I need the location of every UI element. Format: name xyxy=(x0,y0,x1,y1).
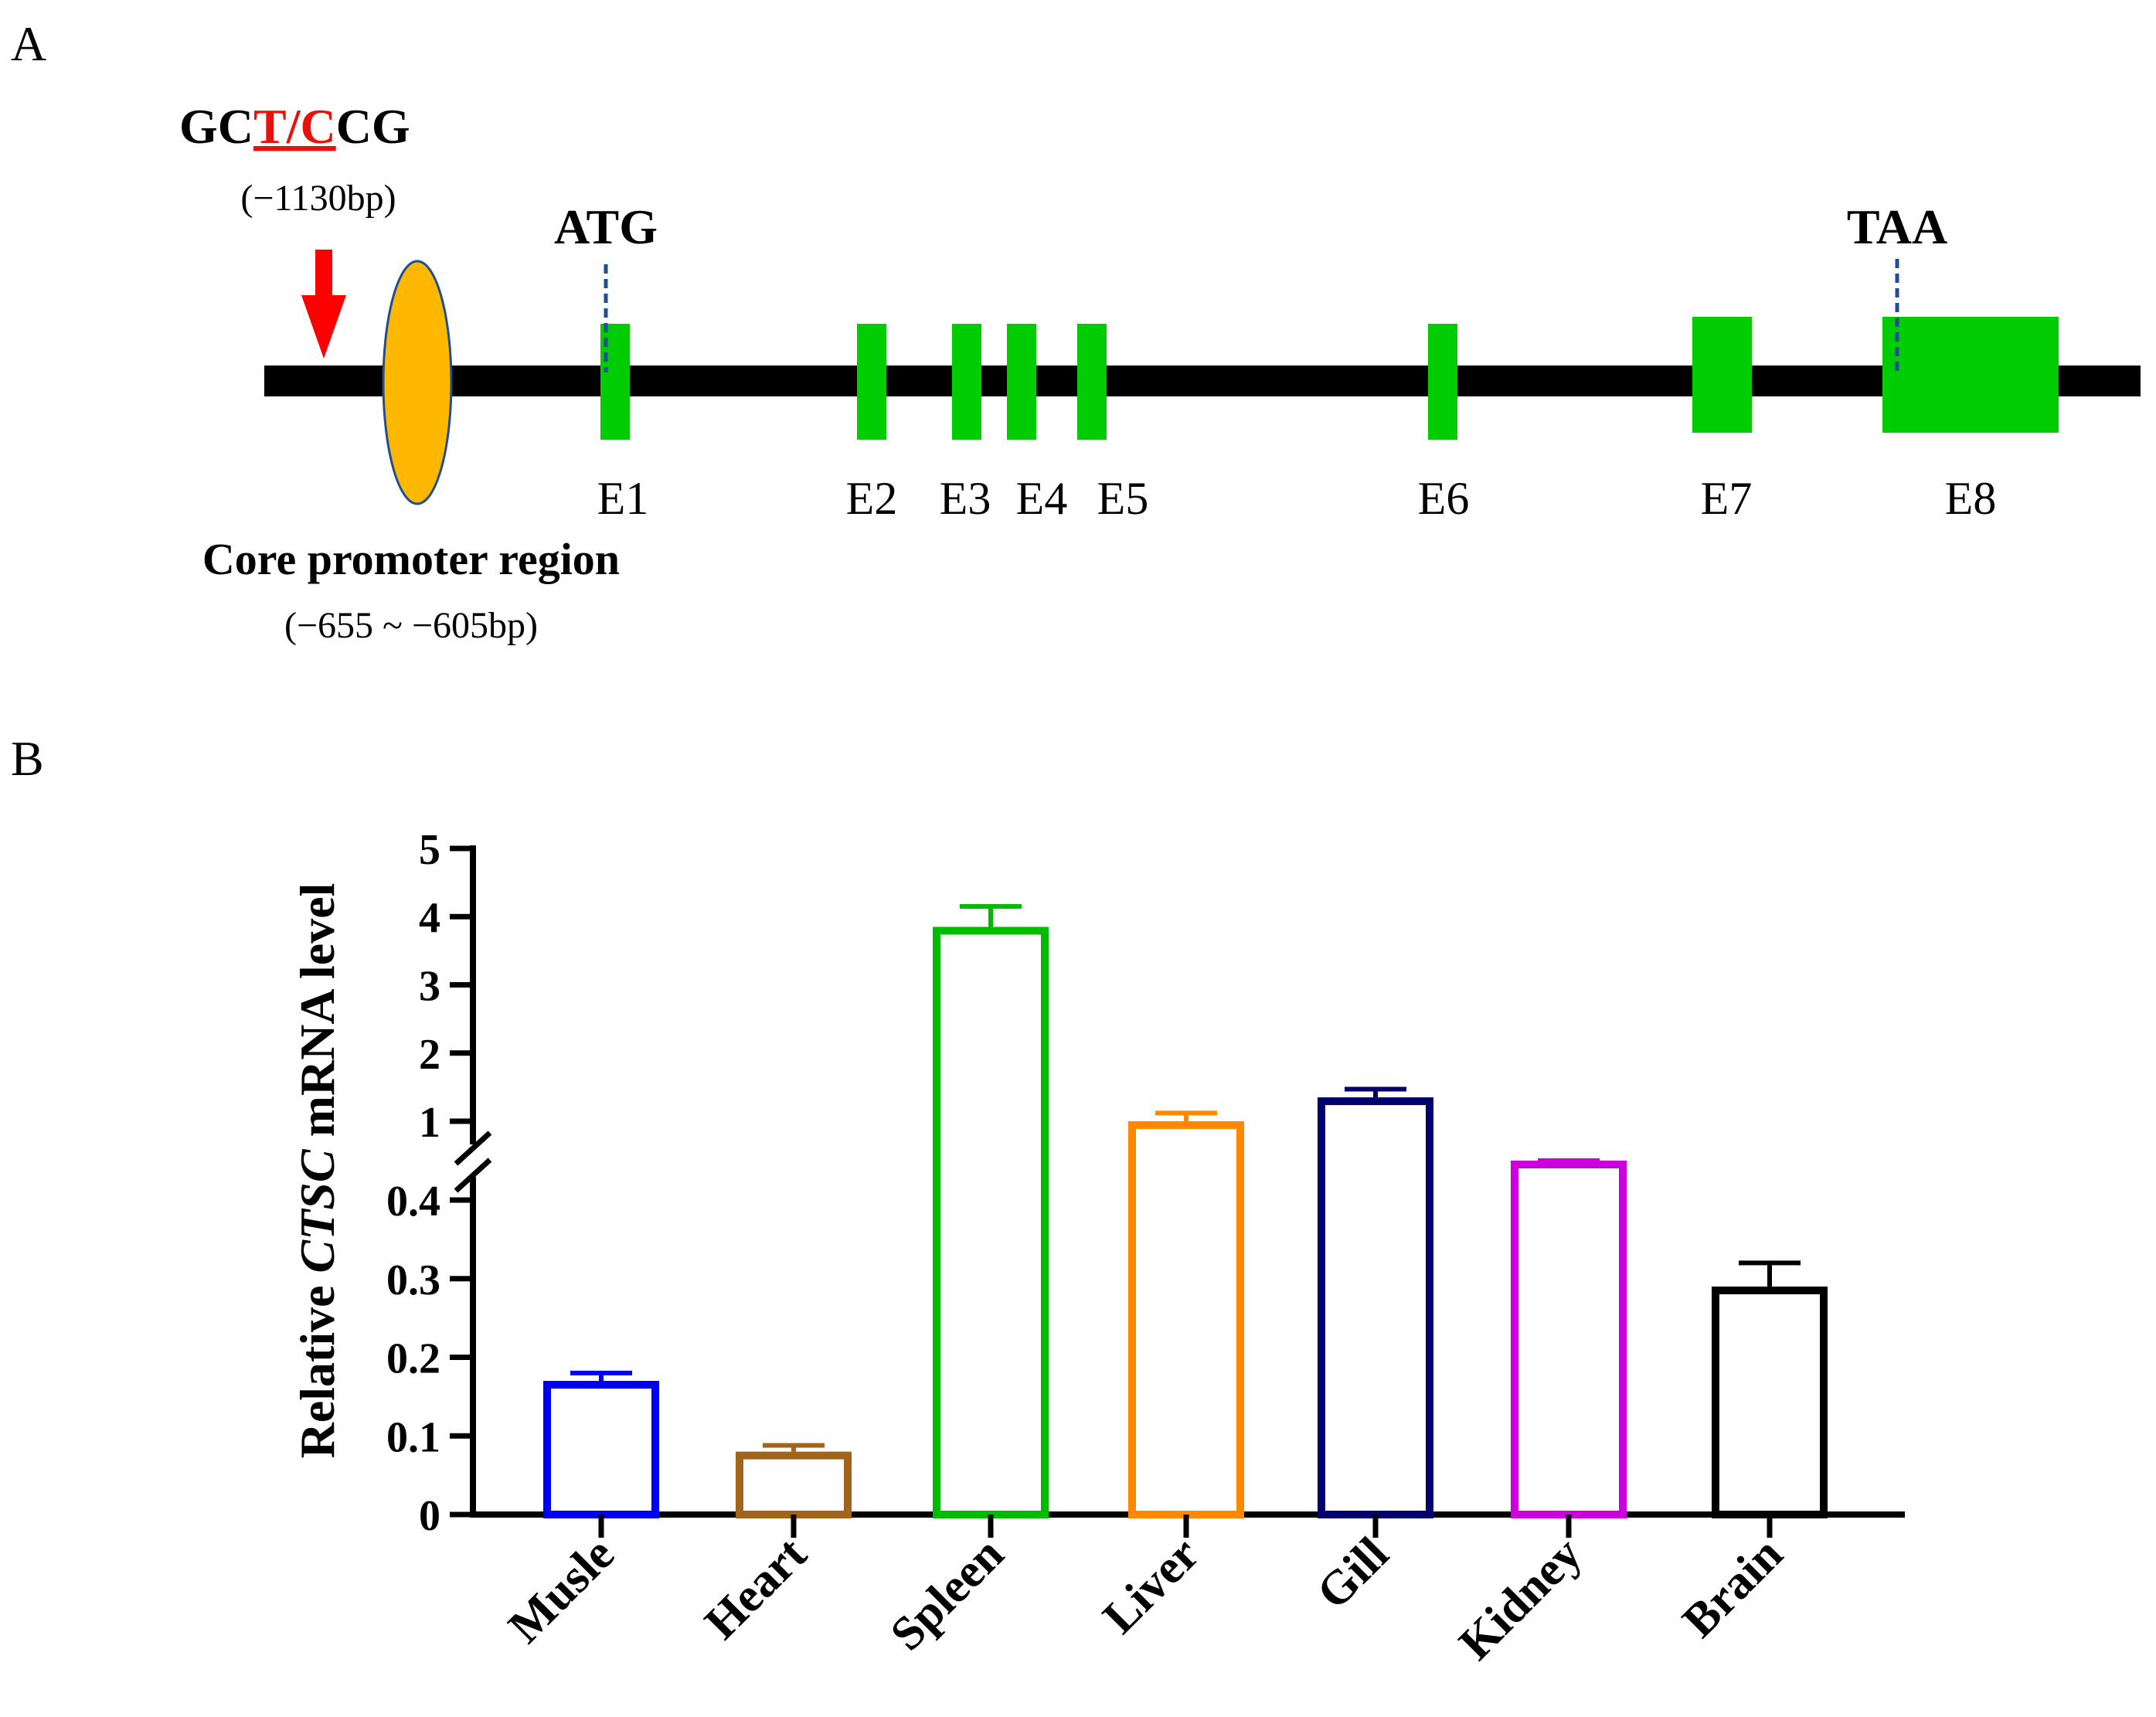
x-category-label: Spleen xyxy=(881,1528,1014,1661)
axis-break-mark xyxy=(454,1158,492,1193)
y-tick-label: 2 xyxy=(419,1031,440,1079)
start-codon-label: ATG xyxy=(554,199,658,254)
exon-label-e7: E7 xyxy=(1701,473,1753,524)
promoter-title-regular: Core xyxy=(202,534,296,584)
exon-e7 xyxy=(1692,317,1752,433)
snp-suffix: CG xyxy=(336,99,410,154)
panel-a-label: A xyxy=(11,16,46,71)
y-tick-label: 3 xyxy=(419,963,440,1011)
snp-position: (−1130bp) xyxy=(240,178,396,219)
gene-backbone xyxy=(264,366,2141,396)
exon-e6 xyxy=(1428,324,1457,440)
exon-e2 xyxy=(857,324,886,440)
y-tick-label: 0.2 xyxy=(386,1335,440,1383)
y-tick-label: 0.3 xyxy=(386,1256,440,1304)
snp-prefix: GC xyxy=(179,99,253,154)
panel-b: B Relative CTSC mRNA level 0 0.1 0.2 0.3 0.4… xyxy=(11,731,1905,1670)
exon-label-e6: E6 xyxy=(1418,473,1470,524)
promoter-title-bold: promoter region xyxy=(308,534,620,584)
exon-label-e8: E8 xyxy=(1945,473,1997,524)
exon-label-e4: E4 xyxy=(1016,473,1068,524)
x-category-label: Kidney xyxy=(1449,1528,1592,1671)
y-tick-label: 5 xyxy=(419,826,440,874)
x-category-label: Brain xyxy=(1673,1528,1793,1647)
bar-brain xyxy=(1712,1286,1828,1519)
y-tick-label: 4 xyxy=(419,894,440,942)
panel-b-label: B xyxy=(11,731,44,786)
panel-a: A GCT/CCG (−1130bp) ATG TAA E1 E2 E3 E4 xyxy=(11,16,2141,646)
y-axis-title: Relative CTSC mRNA level xyxy=(290,883,345,1459)
exon-label-e5: E5 xyxy=(1097,473,1149,524)
y-tick-label: 0 xyxy=(419,1492,440,1540)
snp-sequence: GCT/CCG xyxy=(179,99,410,154)
stop-codon-label: TAA xyxy=(1847,199,1947,254)
axis-break-mark xyxy=(454,1130,492,1166)
exon-label-e2: E2 xyxy=(846,473,898,524)
snp-variant: T/C xyxy=(253,99,336,154)
bar-heart xyxy=(736,1451,852,1518)
y-axis-title-prefix: Relative xyxy=(290,1273,345,1458)
exon-e4 xyxy=(1007,324,1036,440)
x-category-label: Liver xyxy=(1093,1528,1209,1644)
snp-arrow-icon xyxy=(301,250,346,359)
promoter-range: (−655 ~ −605bp) xyxy=(284,605,538,646)
x-category-label: Heart xyxy=(695,1528,817,1650)
promoter-title: Core promoter region xyxy=(202,534,620,584)
exon-label-e3: E3 xyxy=(940,473,991,524)
y-tick-label: 0.1 xyxy=(386,1413,440,1461)
y-axis-title-suffix: mRNA level xyxy=(290,883,345,1150)
y-axis-title-gene: CTSC xyxy=(290,1148,345,1273)
x-category-label: Musle xyxy=(498,1528,624,1654)
bar-gill xyxy=(1318,1097,1433,1519)
bar-musle xyxy=(543,1381,659,1519)
exon-label-e1: E1 xyxy=(597,473,649,524)
bar-spleen xyxy=(933,926,1049,1519)
exon-e5 xyxy=(1077,324,1107,440)
y-tick-label: 0.4 xyxy=(386,1178,440,1226)
x-category-label: Gill xyxy=(1307,1528,1399,1620)
exon-e3 xyxy=(952,324,981,440)
bar-kidney xyxy=(1511,1161,1627,1518)
y-tick-label: 1 xyxy=(419,1099,440,1147)
bar-chart: 0 0.1 0.2 0.3 0.4 1 2 3 4 5 Musle Heart Spleen Liver G… xyxy=(386,826,1905,1670)
bar-liver xyxy=(1128,1121,1244,1518)
core-promoter-ellipse xyxy=(382,260,453,505)
exon-e8 xyxy=(1882,317,2059,433)
